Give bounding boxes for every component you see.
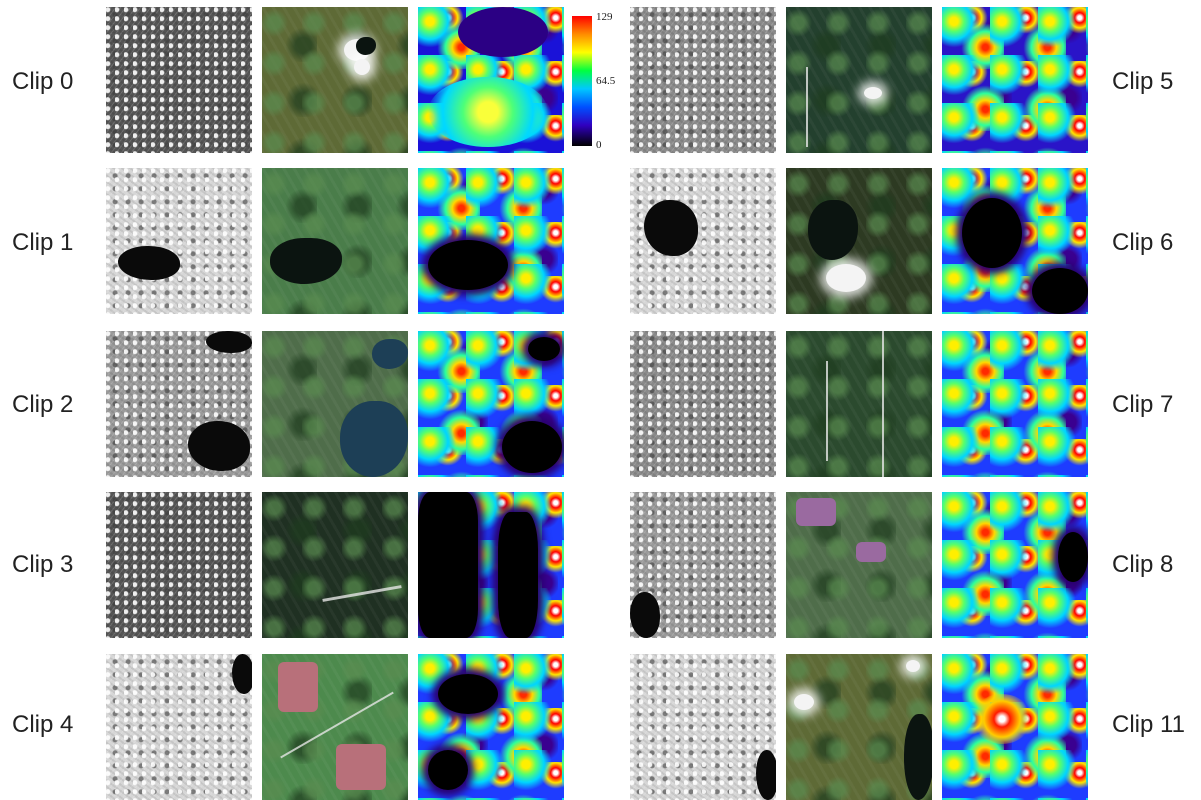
clip-7-optical-image xyxy=(786,331,932,477)
clip-8-sar-image xyxy=(630,492,776,638)
clip-4-optical-image xyxy=(262,654,408,800)
clip-0-heatmap xyxy=(418,7,564,153)
colorbar-max-label: 129 xyxy=(596,11,613,23)
clip-3-heatmap xyxy=(418,492,564,638)
clip-7-heatmap xyxy=(942,331,1088,477)
clip-2-optical-image xyxy=(262,331,408,477)
clip-11-sar-image xyxy=(630,654,776,800)
clip-6-optical-image xyxy=(786,168,932,314)
clip-0-optical-image xyxy=(262,7,408,153)
clip-label-0: Clip 0 xyxy=(12,68,74,95)
clip-label-8: Clip 8 xyxy=(1112,551,1174,578)
clip-label-7: Clip 7 xyxy=(1112,391,1174,418)
clip-8-heatmap xyxy=(942,492,1088,638)
clip-label-6: Clip 6 xyxy=(1112,229,1174,256)
clip-1-optical-image xyxy=(262,168,408,314)
clip-label-4: Clip 4 xyxy=(12,711,74,738)
clip-label-2: Clip 2 xyxy=(12,391,74,418)
clip-2-sar-image xyxy=(106,331,252,477)
clip-5-heatmap xyxy=(942,7,1088,153)
clip-2-heatmap xyxy=(418,331,564,477)
clip-1-sar-image xyxy=(106,168,252,314)
clip-6-sar-image xyxy=(630,168,776,314)
clip-11-optical-image xyxy=(786,654,932,800)
clip-4-heatmap xyxy=(418,654,564,800)
colorbar xyxy=(572,16,592,146)
clip-7-sar-image xyxy=(630,331,776,477)
clip-label-1: Clip 1 xyxy=(12,229,74,256)
clip-5-optical-image xyxy=(786,7,932,153)
clip-5-sar-image xyxy=(630,7,776,153)
colorbar-min-label: 0 xyxy=(596,139,602,151)
clip-0-sar-image xyxy=(106,7,252,153)
clip-8-optical-image xyxy=(786,492,932,638)
clip-3-optical-image xyxy=(262,492,408,638)
clip-11-heatmap xyxy=(942,654,1088,800)
clip-label-3: Clip 3 xyxy=(12,551,74,578)
clip-4-sar-image xyxy=(106,654,252,800)
clip-3-sar-image xyxy=(106,492,252,638)
clip-6-heatmap xyxy=(942,168,1088,314)
clip-label-5: Clip 5 xyxy=(1112,68,1174,95)
colorbar-mid-label: 64.5 xyxy=(596,75,616,87)
clip-1-heatmap xyxy=(418,168,564,314)
clip-label-11: Clip 11 xyxy=(1112,711,1185,738)
